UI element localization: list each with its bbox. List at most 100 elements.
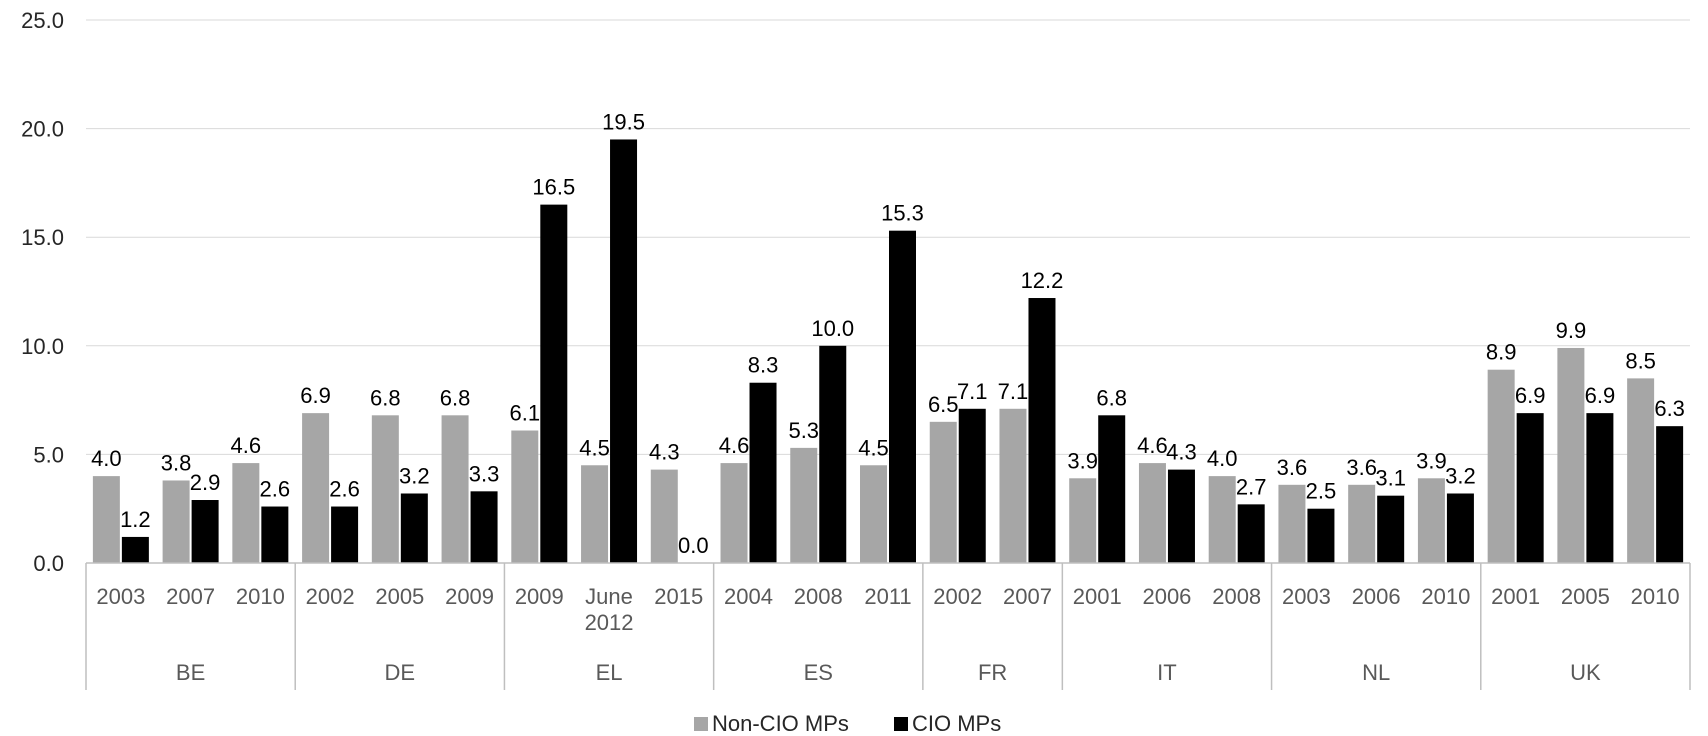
cio-data-label: 6.9 [1585, 383, 1616, 408]
cio-data-label: 1.2 [120, 507, 151, 532]
cio-data-label: 7.1 [957, 379, 988, 404]
x-tick-label: 2007 [166, 584, 215, 609]
non-cio-bar [1627, 378, 1655, 563]
non-cio-bar [929, 421, 957, 563]
non-cio-data-label: 3.6 [1277, 455, 1308, 480]
group-label: UK [1570, 660, 1601, 685]
x-tick-label: 2001 [1491, 584, 1540, 609]
x-tick-label: 2004 [724, 584, 773, 609]
cio-data-label: 3.1 [1375, 466, 1406, 491]
non-cio-bar [999, 408, 1027, 563]
non-cio-bar [581, 465, 609, 563]
cio-bar [400, 493, 428, 563]
x-tick-label: 2010 [1421, 584, 1470, 609]
legend: Non-CIO MPs CIO MPs [694, 711, 1001, 736]
non-cio-data-label: 4.0 [91, 446, 122, 471]
cio-bar [1516, 413, 1544, 563]
x-tick-label: 2002 [306, 584, 355, 609]
cio-bar [958, 408, 986, 563]
non-cio-bar [441, 415, 469, 563]
data-labels: 4.0 3.84.66.9 6.8 6.86.14.5 4.3 4.65.34.56.57… [91, 109, 1685, 558]
cio-data-label: 10.0 [811, 316, 854, 341]
y-tick-label: 20.0 [21, 117, 64, 142]
y-tick-label: 10.0 [21, 334, 64, 359]
cio-bar [1446, 493, 1474, 563]
non-cio-bar [1278, 484, 1306, 563]
non-cio-data-label: 6.8 [440, 385, 471, 410]
non-cio-data-label: 4.0 [1207, 446, 1238, 471]
non-cio-bar [371, 415, 399, 563]
legend-swatch-cio [894, 717, 908, 731]
cio-data-label: 0.0 [678, 533, 709, 558]
group-label: ES [804, 660, 833, 685]
x-tick-label: 2008 [1212, 584, 1261, 609]
cio-bar [121, 536, 149, 563]
non-cio-bar [1069, 478, 1097, 563]
cio-bar [889, 230, 916, 563]
group-label: BE [176, 660, 205, 685]
non-cio-data-label: 6.9 [300, 383, 331, 408]
cio-data-label: 2.7 [1236, 474, 1267, 499]
cio-bar [1167, 469, 1195, 563]
cio-bar [540, 204, 568, 563]
non-cio-data-label: 8.9 [1486, 340, 1517, 365]
cio-bar [1586, 413, 1614, 563]
non-cio-bar [92, 476, 120, 563]
legend-label-cio: CIO MPs [912, 711, 1001, 736]
x-tick-label: 2002 [933, 584, 982, 609]
x-tick-label: 2005 [375, 584, 424, 609]
cio-bar [610, 139, 638, 563]
x-tick-label: 2010 [1631, 584, 1680, 609]
cio-bar [470, 491, 498, 563]
cio-bar [1028, 298, 1056, 563]
cio-data-label: 3.2 [1445, 463, 1476, 488]
y-tick-label: 0.0 [33, 551, 64, 576]
non-cio-data-label: 6.1 [510, 401, 541, 426]
gridlines [86, 19, 1690, 455]
non-cio-bar [232, 463, 260, 563]
x-tick-label: 2001 [1073, 584, 1122, 609]
non-cio-bar [1208, 476, 1236, 563]
non-cio-data-label: 4.6 [1137, 433, 1168, 458]
cio-bar [749, 382, 777, 563]
non-cio-bar [1417, 478, 1445, 563]
non-cio-bar [511, 430, 539, 563]
legend-label-non-cio: Non-CIO MPs [712, 711, 849, 736]
cio-data-label: 12.2 [1021, 268, 1064, 293]
non-cio-bar [720, 463, 748, 563]
y-tick-label: 5.0 [33, 442, 64, 467]
legend-swatch-non-cio [694, 717, 708, 731]
x-tick-label: 2008 [794, 584, 843, 609]
cio-data-label: 2.6 [329, 477, 360, 502]
x-tick-label: 2012 [585, 610, 634, 635]
group-label: NL [1362, 660, 1390, 685]
non-cio-data-label: 6.5 [928, 392, 959, 417]
x-tick-label: 2006 [1142, 584, 1191, 609]
x-tick-label: 2003 [1282, 584, 1331, 609]
y-axis: 0.0 5.0 10.0 15.0 20.0 25.0 [21, 8, 64, 576]
cio-data-label: 3.2 [399, 463, 430, 488]
cio-data-label: 6.3 [1654, 396, 1685, 421]
non-cio-data-label: 3.6 [1346, 455, 1377, 480]
non-cio-data-label: 8.5 [1625, 348, 1656, 373]
non-cio-data-label: 4.6 [719, 433, 750, 458]
cio-bar [261, 506, 289, 563]
non-cio-data-label: 4.3 [649, 440, 680, 465]
non-cio-data-label: 9.9 [1556, 318, 1587, 343]
x-tick-label: 2015 [654, 584, 703, 609]
bars [92, 139, 1684, 563]
cio-bar [819, 345, 847, 563]
y-tick-label: 25.0 [21, 8, 64, 33]
non-cio-data-label: 3.9 [1416, 448, 1447, 473]
cio-bar [1656, 426, 1684, 563]
non-cio-bar [860, 465, 887, 563]
cio-data-label: 3.3 [469, 461, 500, 486]
y-tick-label: 15.0 [21, 225, 64, 250]
non-cio-bar [790, 447, 818, 563]
cio-data-label: 2.5 [1306, 479, 1337, 504]
cio-data-label: 2.9 [190, 470, 221, 495]
non-cio-bar [1487, 369, 1515, 563]
x-tick-label: 2005 [1561, 584, 1610, 609]
